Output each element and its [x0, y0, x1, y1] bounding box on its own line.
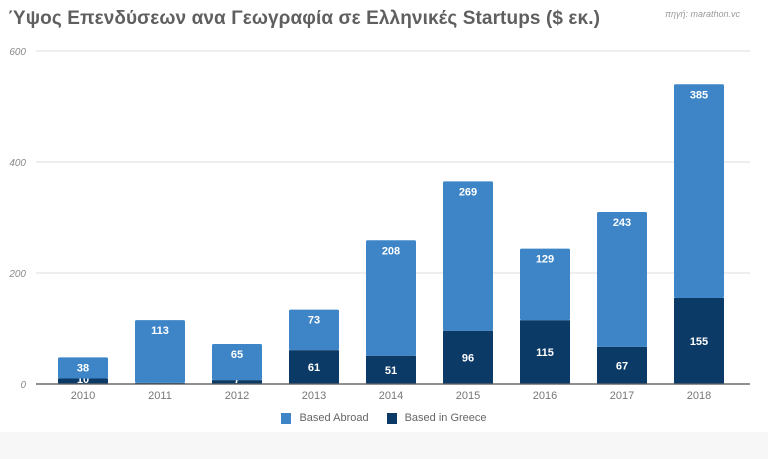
bar-based-abroad-2017[interactable] [597, 211, 647, 347]
x-tick-label: 2013 [302, 390, 326, 402]
x-tick-label: 2011 [148, 390, 172, 402]
y-tick-label: 0 [20, 380, 26, 391]
bar-based-abroad-2015[interactable] [443, 181, 493, 331]
legend-item-based-abroad[interactable]: Based Abroad [281, 412, 369, 424]
bar-based-in-greece-2013[interactable] [289, 350, 339, 384]
legend: Based Abroad Based in Greece [0, 412, 768, 424]
x-tick-label: 2010 [71, 390, 95, 402]
data-label: 113 [151, 325, 169, 337]
y-tick-label: 400 [9, 158, 26, 169]
legend-swatch-based-abroad [281, 412, 292, 424]
data-label: 129 [536, 254, 554, 266]
data-label: 208 [382, 245, 400, 257]
data-label: 65 [231, 349, 243, 361]
x-tick-label: 2016 [533, 390, 557, 402]
x-tick-label: 2017 [610, 390, 634, 402]
bar-based-abroad-2010[interactable] [58, 357, 108, 379]
x-tick-label: 2015 [456, 390, 480, 402]
data-label: 96 [462, 352, 474, 364]
source-note: πηγή: marathon.vc [664, 9, 740, 19]
legend-item-based-in-greece[interactable]: Based in Greece [386, 412, 487, 424]
bar-based-in-greece-2016[interactable] [520, 320, 570, 384]
bar-based-in-greece-2010[interactable] [58, 378, 108, 384]
bar-based-abroad-2014[interactable] [366, 240, 416, 356]
bottom-band [0, 432, 768, 459]
data-label: 385 [690, 89, 708, 101]
data-label: 61 [308, 362, 320, 374]
data-label: 38 [77, 362, 89, 374]
bar-based-in-greece-2014[interactable] [366, 355, 416, 384]
bar-based-in-greece-2017[interactable] [597, 346, 647, 384]
x-tick-labels: 2010 2011 2012 2013 2014 2015 2016 2017 2018 [36, 383, 750, 402]
bar-based-abroad-2016[interactable] [520, 248, 570, 321]
y-tick-labels: 0 200 400 600 [8, 47, 26, 391]
data-label: 51 [385, 365, 397, 377]
bar-based-abroad-2011[interactable] [135, 320, 185, 383]
y-tick-label: 200 [8, 269, 26, 280]
legend-label-based-in-greece: Based in Greece [404, 412, 487, 424]
bar-based-abroad-2018[interactable] [674, 84, 724, 298]
bar-based-abroad-2012[interactable] [212, 344, 262, 381]
y-tick-label: 600 [9, 47, 26, 58]
legend-swatch-based-in-greece [386, 412, 397, 424]
x-tick-label: 2012 [225, 390, 249, 402]
bars: 1038211376561735120896269115129672431553… [58, 84, 724, 386]
data-label: 269 [459, 186, 477, 198]
chart-title: Ύψος Επενδύσεων ανα Γεωγραφία σε Ελληνικ… [8, 8, 601, 29]
data-label: 243 [613, 217, 631, 229]
bar-based-in-greece-2012[interactable] [212, 380, 262, 384]
bar-based-abroad-2013[interactable] [289, 309, 339, 351]
data-label: 73 [308, 315, 320, 327]
legend-label-based-abroad: Based Abroad [299, 412, 369, 424]
bar-based-in-greece-2015[interactable] [443, 330, 493, 384]
data-label: 115 [536, 347, 554, 359]
data-label: 155 [690, 336, 708, 348]
bar-based-in-greece-2018[interactable] [674, 297, 724, 384]
data-label: 67 [616, 360, 628, 372]
x-tick-label: 2014 [379, 390, 403, 402]
x-tick-label: 2018 [687, 390, 711, 402]
